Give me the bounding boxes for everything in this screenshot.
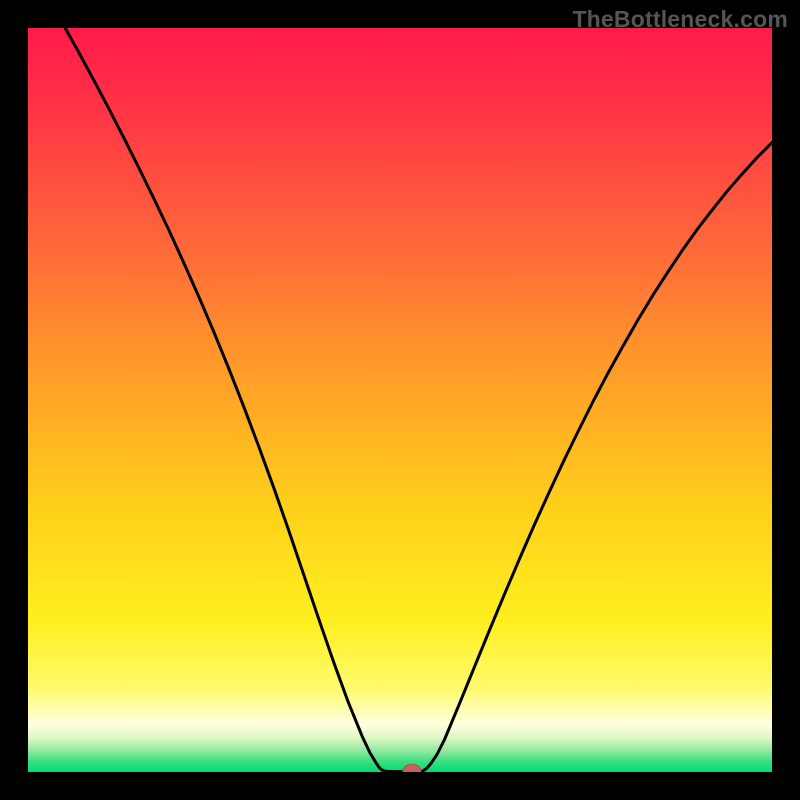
chart-plot-background [28,28,772,772]
watermark-text: TheBottleneck.com [572,6,788,33]
bottleneck-chart [0,0,800,800]
chart-container: TheBottleneck.com [0,0,800,800]
